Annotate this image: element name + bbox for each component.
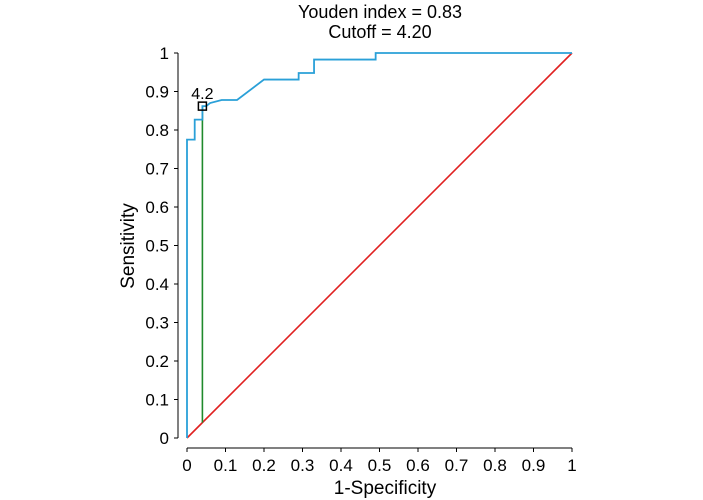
x-tick-label: 0.9	[522, 456, 546, 475]
roc-curve	[186, 52, 572, 438]
chart-title: Youden index = 0.83 Cutoff = 4.20	[298, 2, 462, 42]
x-tick-label: 0.1	[214, 456, 238, 475]
cutoff-marker	[197, 101, 208, 111]
x-tick-label: 0.4	[329, 456, 353, 475]
y-axis-ticks: 0 0.1 0.2 0.3 0.4 0.5 0.6 0.7 0.8 0.9 1	[145, 44, 178, 448]
x-tick-label: 0.2	[252, 456, 276, 475]
y-tick-label: 0	[160, 429, 169, 448]
y-tick-label: 0.3	[145, 314, 169, 333]
y-tick-label: 0.5	[145, 237, 169, 256]
y-tick-label: 1	[160, 44, 169, 63]
x-axis-label: 1-Specificity	[334, 478, 437, 499]
cutoff-point-label: 4.2	[191, 86, 213, 103]
y-tick-label: 0.9	[145, 83, 169, 102]
x-tick-label: 0	[182, 456, 191, 475]
reference-line	[186, 52, 573, 439]
y-tick-label: 0.1	[145, 391, 169, 410]
y-tick-label: 0.7	[145, 160, 169, 179]
x-tick-label: 0.6	[406, 456, 430, 475]
title-youden-index: Youden index = 0.83	[298, 2, 462, 22]
y-axis-label: Sensitivity	[118, 203, 139, 289]
title-cutoff: Cutoff = 4.20	[328, 22, 431, 42]
x-tick-label: 0.7	[445, 456, 469, 475]
x-tick-label: 0.3	[291, 456, 315, 475]
x-tick-label: 0.8	[483, 456, 507, 475]
cutoff-marker-group: 4.2	[191, 86, 214, 111]
series-group	[186, 52, 573, 439]
x-tick-label: 1	[567, 456, 576, 475]
y-tick-label: 0.4	[145, 275, 169, 294]
x-tick-label: 0.5	[368, 456, 392, 475]
y-tick-label: 0.6	[145, 198, 169, 217]
x-axis-ticks: 0 0.1 0.2 0.3 0.4 0.5 0.6 0.7 0.8 0.9 1	[182, 448, 577, 475]
y-tick-label: 0.8	[145, 121, 169, 140]
y-tick-label: 0.2	[145, 352, 169, 371]
